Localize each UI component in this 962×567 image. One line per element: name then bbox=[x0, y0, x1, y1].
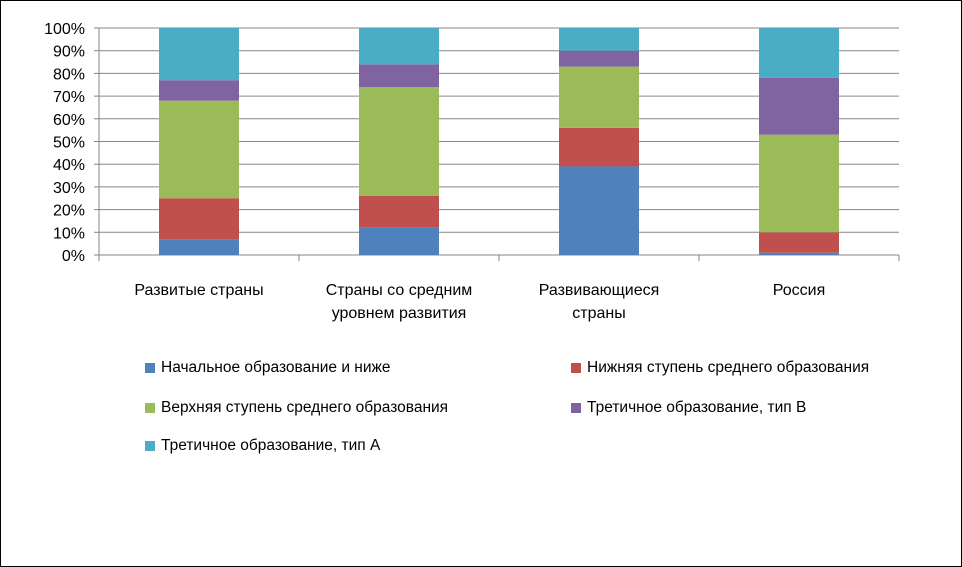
bar-segment bbox=[759, 77, 839, 135]
legend-item-upper-secondary: Верхняя ступень среднего образования bbox=[145, 399, 448, 417]
y-tick-label: 70% bbox=[53, 89, 85, 106]
legend-swatch-tertiary-a bbox=[145, 441, 155, 451]
y-tick-label: 40% bbox=[53, 157, 85, 174]
legend-item-tertiary-b: Третичное образование, тип B bbox=[571, 399, 806, 417]
legend-swatch-primary bbox=[145, 363, 155, 373]
x-category-label-line: страны bbox=[572, 305, 625, 322]
bar-segment bbox=[759, 28, 839, 78]
bar-segment bbox=[559, 166, 639, 255]
y-tick-label: 80% bbox=[53, 66, 85, 83]
bar-segment bbox=[559, 28, 639, 51]
legend-swatch-upper-secondary bbox=[145, 403, 155, 413]
legend-item-primary-education: Начальное образование и ниже bbox=[145, 359, 391, 377]
y-tick-label: 10% bbox=[53, 225, 85, 242]
bar-segment bbox=[359, 195, 439, 228]
y-tick-label: 100% bbox=[44, 21, 85, 38]
legend-swatch-lower-secondary bbox=[571, 363, 581, 373]
x-category-labels: Развитые страны Страны со средним уровнем … bbox=[134, 282, 825, 322]
y-tick-label: 30% bbox=[53, 180, 85, 197]
bar-segment bbox=[559, 127, 639, 167]
x-category-label-line: Развивающиеся bbox=[539, 282, 660, 299]
bar-segment bbox=[159, 100, 239, 199]
x-category-label: Развивающиеся страны bbox=[539, 282, 660, 322]
y-tick-label: 50% bbox=[53, 135, 85, 152]
x-category-label-line: Россия bbox=[773, 282, 825, 299]
y-tick-label: 0% bbox=[62, 248, 85, 265]
x-category-label: Развитые страны bbox=[134, 282, 263, 299]
y-tick-label: 90% bbox=[53, 44, 85, 61]
bar-segment bbox=[759, 134, 839, 233]
bar-segment bbox=[559, 50, 639, 67]
x-category-label-line: Страны со средним bbox=[326, 282, 473, 299]
x-category-label-line: Развитые страны bbox=[134, 282, 263, 299]
legend-label-primary: Начальное образование и ниже bbox=[161, 359, 391, 376]
legend-item-tertiary-a: Третичное образование, тип A bbox=[145, 437, 380, 455]
y-tick-labels: 0% 10% 20% 30% 40% 50% 60% 70% 80% 90% 100% bbox=[44, 21, 85, 265]
bar-segment bbox=[359, 28, 439, 65]
y-tick-label: 60% bbox=[53, 112, 85, 129]
y-tick-label: 20% bbox=[53, 203, 85, 220]
legend-item-lower-secondary: Нижняя ступень среднего образования bbox=[571, 359, 869, 377]
bar-segment bbox=[359, 227, 439, 255]
bar-segment bbox=[359, 64, 439, 88]
x-category-label: Россия bbox=[773, 282, 825, 299]
bar-segment bbox=[759, 232, 839, 253]
bar-segment bbox=[159, 28, 239, 81]
legend-label-lower-secondary: Нижняя ступень среднего образования bbox=[587, 359, 870, 376]
legend-label-tertiary-b: Третичное образование, тип B bbox=[587, 399, 807, 416]
bar-segment bbox=[759, 252, 839, 255]
bar-segment bbox=[159, 80, 239, 101]
x-category-label-line: уровнем развития bbox=[332, 305, 467, 322]
legend-swatch-tertiary-b bbox=[571, 403, 581, 413]
legend-label-tertiary-a: Третичное образование, тип A bbox=[161, 437, 381, 454]
bar-segment bbox=[559, 66, 639, 128]
bar-segment bbox=[159, 239, 239, 255]
x-category-label: Страны со средним уровнем развития bbox=[326, 282, 473, 322]
bar-segment bbox=[159, 198, 239, 240]
bar-segment bbox=[359, 87, 439, 196]
legend-label-upper-secondary: Верхняя ступень среднего образования bbox=[161, 399, 449, 416]
bars bbox=[159, 28, 839, 255]
